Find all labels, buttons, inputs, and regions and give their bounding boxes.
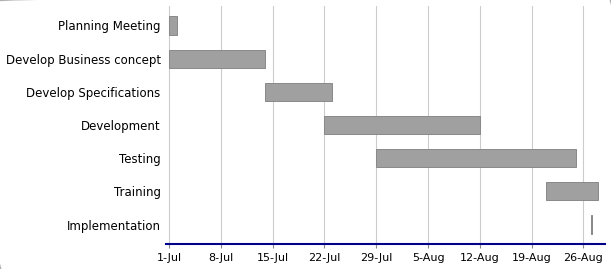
- Bar: [376, 149, 576, 167]
- Bar: [169, 49, 265, 68]
- Bar: [546, 182, 598, 200]
- Bar: [591, 215, 592, 234]
- Bar: [265, 83, 332, 101]
- Bar: [324, 116, 480, 134]
- Bar: [169, 16, 177, 35]
